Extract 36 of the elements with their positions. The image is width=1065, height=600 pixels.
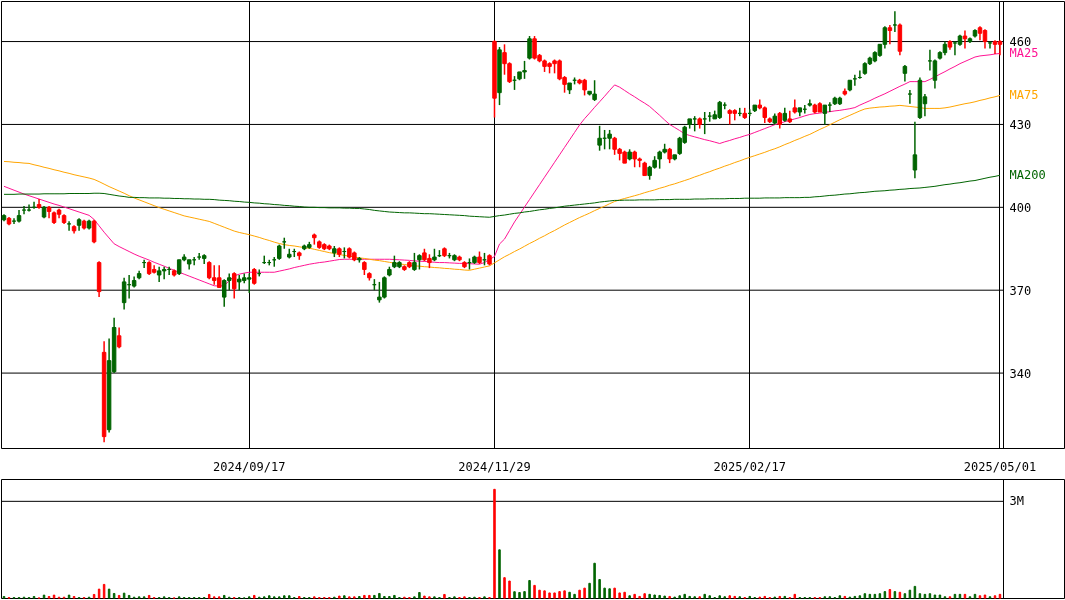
candlestick	[216, 264, 222, 289]
candlestick	[997, 39, 1003, 57]
candlestick	[11, 217, 17, 225]
candlestick	[231, 271, 237, 300]
candlestick	[982, 28, 988, 50]
candlestick	[121, 277, 127, 311]
y-tick-label: 400	[1009, 200, 1032, 215]
x-tick-label: 2024/09/17	[213, 459, 286, 474]
candlestick	[912, 120, 918, 180]
series-label: MA200	[1009, 168, 1046, 183]
candlestick	[161, 265, 167, 280]
ref-line-label: 3M	[1009, 494, 1024, 509]
y-tick-label: 340	[1009, 366, 1032, 381]
candlestick	[932, 58, 938, 90]
candlestick	[822, 104, 828, 126]
x-tick-label: 2024/11/29	[458, 459, 531, 474]
candlestick	[66, 220, 72, 232]
y-tick-label: 370	[1009, 283, 1032, 298]
candlestick	[116, 326, 122, 349]
candlestick	[852, 73, 858, 87]
candlestick	[962, 29, 968, 50]
line-series	[3, 174, 1001, 218]
candlestick	[887, 24, 893, 46]
candlestick	[992, 39, 998, 55]
series-label: MA25	[1009, 46, 1039, 61]
y-tick-label: 430	[1009, 117, 1032, 132]
candlestick	[607, 129, 612, 151]
candlestick	[597, 125, 602, 152]
x-tick-label: 2025/02/17	[713, 459, 786, 474]
series-label: MA75	[1009, 88, 1039, 103]
candlestick	[907, 89, 913, 105]
line-series	[3, 94, 1001, 271]
x-tick-label: 2025/05/01	[963, 459, 1037, 474]
candlestick	[527, 35, 532, 61]
candlestick	[892, 10, 898, 33]
candlestick	[21, 205, 27, 215]
